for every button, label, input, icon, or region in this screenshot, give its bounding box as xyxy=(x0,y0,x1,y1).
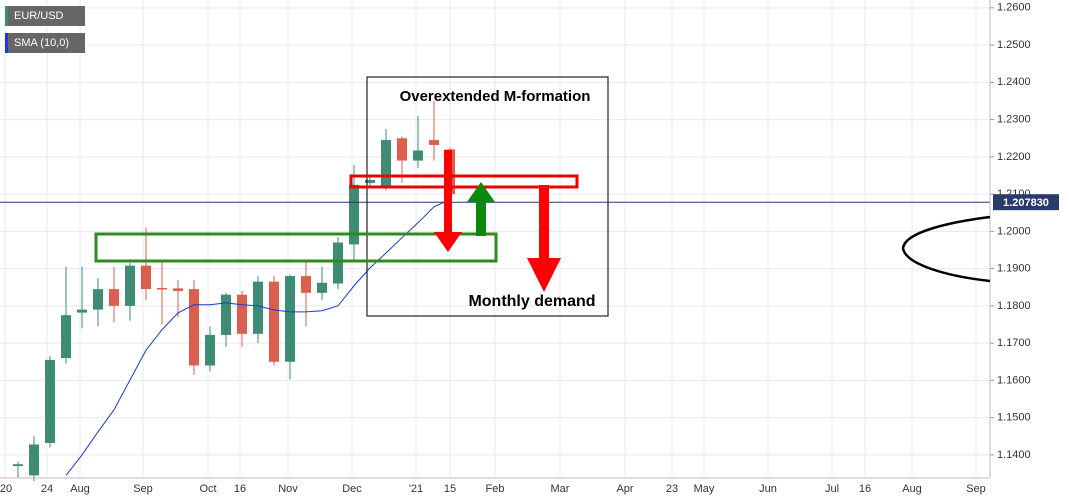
annotation: Overextended M-formation xyxy=(400,88,591,105)
arrow xyxy=(434,150,462,252)
x-tick-label: 23 xyxy=(666,483,678,495)
legend-box xyxy=(5,6,85,26)
candle-body xyxy=(413,150,423,161)
x-tick-label: '21 xyxy=(409,483,423,495)
y-tick-label: 1.1600 xyxy=(997,374,1031,386)
x-tick-label: Nov xyxy=(278,483,298,495)
y-tick-label: 1.1700 xyxy=(997,337,1031,349)
grid: 1.1400 1.1500 1.1600 1.1700 1.1800 1.1900 1.20… xyxy=(0,0,1031,495)
x-tick-label: Jun xyxy=(759,483,777,495)
price-label: 1.207830 xyxy=(1003,197,1049,209)
candle-body xyxy=(221,294,231,335)
candle-body xyxy=(77,309,87,313)
x-tick-label: 16 xyxy=(234,483,246,495)
candle-body xyxy=(285,276,295,362)
x-tick-label: Sep xyxy=(966,483,986,495)
sma-line xyxy=(65,199,451,476)
zone xyxy=(349,174,579,189)
y-tick-label: 1.1400 xyxy=(997,449,1031,461)
candle-body xyxy=(173,288,183,291)
arrow xyxy=(527,185,561,292)
y-tick-label: 1.2300 xyxy=(997,113,1031,125)
annotation: Monthly demand xyxy=(468,293,595,310)
y-tick-label: 1.2400 xyxy=(997,76,1031,88)
candle-body xyxy=(269,281,279,362)
x-tick-label: 16 xyxy=(859,483,871,495)
candle-body xyxy=(317,282,327,293)
candle-body xyxy=(61,315,71,359)
x-tick-label: Oct xyxy=(199,483,216,495)
y-tick-label: 1.2600 xyxy=(997,2,1031,14)
y-tick-label: 1.2500 xyxy=(997,39,1031,51)
x-tick-label: Mar xyxy=(551,483,570,495)
y-tick-label: 1.1900 xyxy=(997,263,1031,275)
x-tick-label: 24 xyxy=(41,483,53,495)
candle-body xyxy=(397,138,407,161)
legend-swatch xyxy=(5,6,8,26)
candle-body xyxy=(125,265,135,306)
candle-body xyxy=(205,334,215,366)
zone xyxy=(94,232,498,263)
legend-label: SMA (10,0) xyxy=(14,37,69,49)
candle-body xyxy=(349,184,359,245)
x-tick-label: Aug xyxy=(70,483,90,495)
x-tick-label: 15 xyxy=(444,483,456,495)
arrow xyxy=(467,182,495,236)
x-tick-label: Dec xyxy=(342,483,362,495)
legend-box xyxy=(5,33,85,53)
x-tick-label: '20 xyxy=(0,483,12,495)
candle-body xyxy=(189,289,199,366)
candle-body xyxy=(333,242,343,284)
candle-body xyxy=(45,359,55,443)
candle-body xyxy=(157,287,167,290)
candle-body xyxy=(381,140,391,186)
y-tick-label: 1.2200 xyxy=(997,151,1031,163)
candle-body xyxy=(109,289,119,306)
candle-body xyxy=(429,140,439,145)
x-tick-label: Feb xyxy=(486,483,505,495)
candle-body xyxy=(253,281,263,334)
candle-body xyxy=(141,265,151,290)
candle-body xyxy=(301,276,311,293)
legend-label: EUR/USD xyxy=(14,10,64,22)
price-label-box xyxy=(993,194,1059,211)
candle-body xyxy=(237,294,247,334)
candle-body xyxy=(13,464,23,467)
x-tick-label: Aug xyxy=(902,483,922,495)
box xyxy=(366,76,609,317)
candle-body xyxy=(29,444,39,476)
ellipse xyxy=(901,215,991,283)
legend-swatch xyxy=(5,33,8,53)
x-tick-label: May xyxy=(694,483,715,495)
y-tick-label: 1.1500 xyxy=(997,412,1031,424)
candle-body xyxy=(365,179,375,183)
x-tick-label: Sep xyxy=(133,483,153,495)
candle-body xyxy=(93,289,103,310)
x-tick-label: Apr xyxy=(616,483,633,495)
x-tick-label: Jul xyxy=(825,483,839,495)
marks: 1.207830 xyxy=(0,100,1059,481)
y-tick-label: 1.1800 xyxy=(997,300,1031,312)
y-tick-label: 1.2000 xyxy=(997,225,1031,237)
